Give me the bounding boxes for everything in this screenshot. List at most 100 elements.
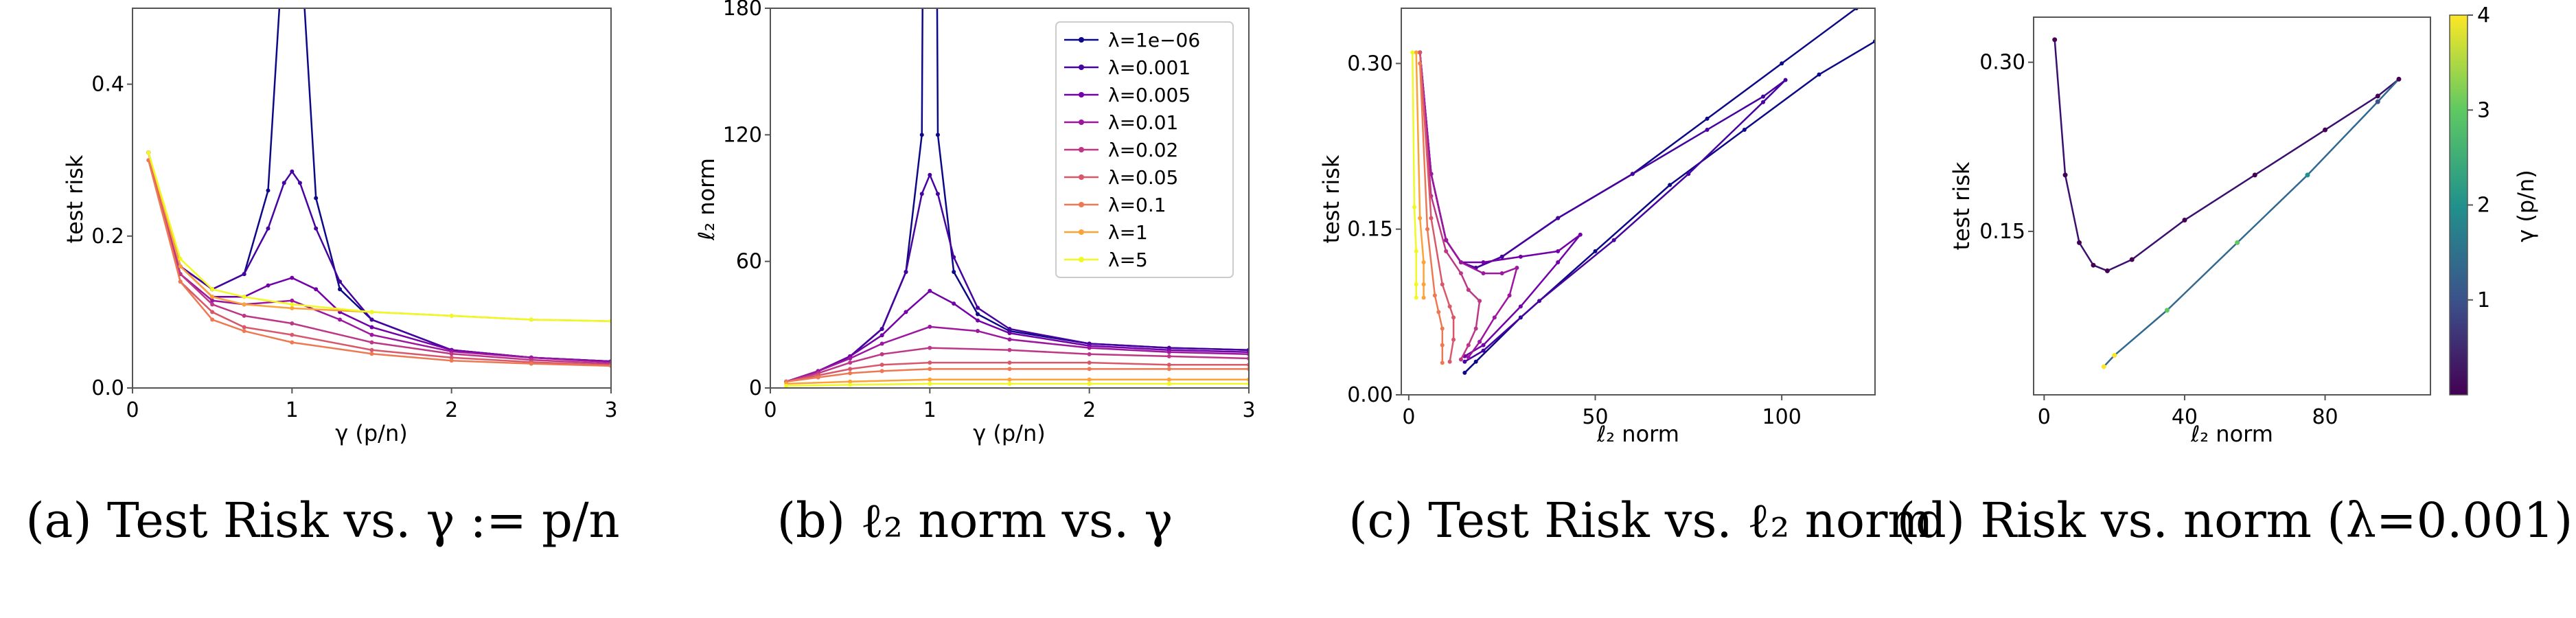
data-point bbox=[338, 317, 343, 322]
series-panel-a-5 bbox=[146, 150, 611, 367]
y-tick-label: 0.30 bbox=[1347, 52, 1393, 76]
series-panel-a-1 bbox=[146, 150, 611, 364]
legend-entry: λ=1 bbox=[1108, 221, 1148, 244]
data-point bbox=[369, 332, 374, 337]
data-point bbox=[369, 352, 374, 356]
legend-marker bbox=[1079, 147, 1084, 152]
series-panel-c-2 bbox=[1418, 50, 1788, 364]
data-point bbox=[449, 355, 454, 360]
y-tick-label: 0.15 bbox=[1979, 220, 2025, 244]
data-point bbox=[1466, 343, 1471, 347]
series-segment bbox=[2064, 174, 2080, 243]
panel-c-ylabel: test risk bbox=[1318, 154, 1344, 243]
data-point bbox=[297, 181, 302, 185]
caption-a: (a) Test Risk vs. γ := p/n bbox=[25, 492, 619, 549]
data-point bbox=[449, 358, 454, 363]
data-point bbox=[952, 255, 956, 260]
data-point bbox=[210, 287, 215, 292]
series-line bbox=[147, 152, 611, 363]
data-point bbox=[290, 275, 295, 280]
series-panel-b-8 bbox=[784, 381, 1249, 388]
data-point bbox=[2076, 240, 2082, 245]
data-point bbox=[1447, 304, 1452, 309]
series-line bbox=[147, 152, 611, 322]
series-line bbox=[1418, 52, 1519, 358]
data-point bbox=[2164, 308, 2170, 313]
data-point bbox=[848, 379, 853, 384]
legend-entry: λ=0.01 bbox=[1108, 111, 1178, 134]
panel-b-legend: λ=1e−06 λ=0.001 λ=0.005 λ=0.01 λ=0.02 λ=0.05 λ… bbox=[1055, 21, 1234, 278]
data-point bbox=[1611, 238, 1616, 242]
data-point bbox=[1007, 367, 1012, 371]
data-point bbox=[1462, 370, 1467, 375]
x-tick-label: 0 bbox=[1402, 405, 1415, 429]
data-point bbox=[1444, 238, 1449, 242]
data-point bbox=[1007, 360, 1012, 365]
series-segment bbox=[2131, 219, 2185, 260]
data-point bbox=[848, 382, 853, 387]
series-line bbox=[147, 152, 611, 367]
data-point bbox=[290, 302, 295, 307]
data-point bbox=[1518, 254, 1523, 259]
series-panel-a-6 bbox=[146, 158, 611, 368]
series-segment bbox=[2103, 354, 2115, 367]
data-point bbox=[1686, 172, 1691, 176]
data-point bbox=[1499, 254, 1504, 259]
series-panel-a-3 bbox=[146, 150, 611, 365]
data-point bbox=[904, 310, 908, 314]
data-point bbox=[1007, 377, 1012, 382]
x-tick-label: 40 bbox=[2172, 405, 2198, 429]
data-point bbox=[266, 283, 271, 288]
series-panel-a-7 bbox=[146, 150, 611, 323]
data-point bbox=[2101, 364, 2106, 369]
data-point bbox=[210, 302, 215, 307]
data-point bbox=[928, 360, 932, 365]
data-point bbox=[848, 371, 853, 376]
data-point bbox=[879, 369, 884, 374]
data-point bbox=[2129, 257, 2135, 262]
data-point bbox=[1166, 354, 1171, 358]
series-segment bbox=[2093, 264, 2108, 272]
data-point bbox=[848, 367, 853, 371]
y-tick-label: 180 bbox=[723, 0, 762, 21]
panel-a-ylabel: test risk bbox=[62, 154, 88, 243]
data-point bbox=[338, 287, 343, 292]
caption-d: (d) Risk vs. norm (λ=0.001) bbox=[1897, 492, 2573, 549]
data-point bbox=[935, 133, 940, 137]
y-tick-label: 0.4 bbox=[91, 73, 124, 97]
data-point bbox=[1473, 326, 1478, 331]
data-point bbox=[2112, 353, 2117, 358]
y-tick-label: 0.0 bbox=[91, 376, 124, 400]
series-panel-c-9 bbox=[1410, 50, 1418, 300]
data-point bbox=[1477, 299, 1482, 304]
data-point bbox=[1593, 249, 1598, 253]
data-point bbox=[1499, 271, 1504, 276]
series-line bbox=[785, 172, 1249, 382]
panel-c-xlabel: ℓ₂ norm bbox=[1596, 421, 1679, 447]
data-point bbox=[1515, 266, 1519, 271]
data-point bbox=[2375, 93, 2380, 99]
panel-a-xlabel: γ (p/n) bbox=[335, 420, 407, 446]
data-point bbox=[1166, 377, 1171, 382]
legend-box bbox=[1055, 21, 1234, 278]
series-panel-c-0 bbox=[1418, 8, 1859, 271]
data-point bbox=[1458, 260, 1463, 264]
data-point bbox=[952, 270, 956, 275]
data-point bbox=[816, 375, 820, 380]
series-line bbox=[1418, 52, 1481, 360]
data-point bbox=[290, 321, 295, 325]
y-tick-label: 120 bbox=[723, 123, 762, 147]
data-point bbox=[529, 361, 533, 366]
data-point bbox=[2375, 99, 2380, 104]
data-point bbox=[338, 279, 343, 284]
data-point bbox=[1440, 326, 1445, 331]
series-panel-a-2 bbox=[146, 150, 611, 364]
data-point bbox=[178, 264, 183, 269]
data-point bbox=[879, 352, 884, 356]
data-point bbox=[2235, 240, 2240, 245]
data-point bbox=[1507, 293, 1512, 298]
data-point bbox=[1556, 216, 1561, 220]
data-point bbox=[2252, 172, 2257, 178]
legend-entry: λ=1e−06 bbox=[1108, 29, 1200, 52]
data-point bbox=[2182, 218, 2187, 223]
